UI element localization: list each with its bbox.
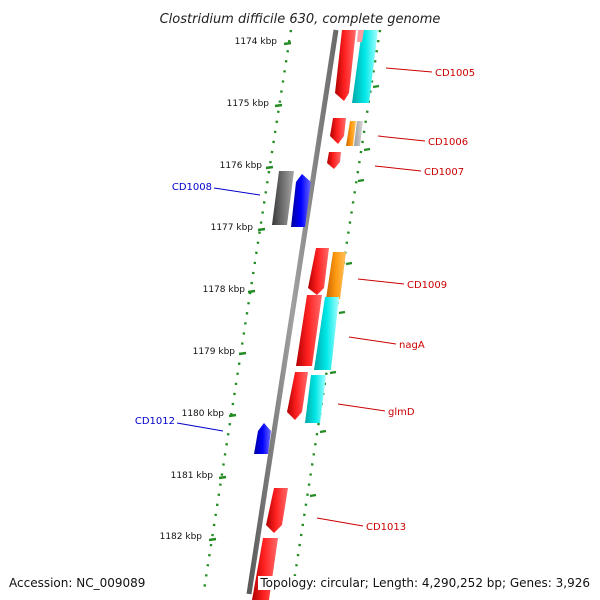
tick-label-1181: 1181 kbp bbox=[171, 471, 214, 481]
leader-cd1005 bbox=[385, 67, 433, 73]
genome-backbone bbox=[246, 29, 339, 595]
tick-mark-1181 bbox=[218, 475, 227, 480]
gene-labels: CD1005 CD1006 CD1007 CD1008 CD1009 nagA … bbox=[135, 68, 475, 533]
gene-cd1012-reverse-arrow[interactable] bbox=[254, 423, 271, 454]
label-cd1009[interactable]: CD1009 bbox=[407, 280, 447, 291]
leader-naga bbox=[348, 336, 397, 345]
gene-cd1006-forward-arrow[interactable] bbox=[330, 118, 346, 144]
tick-mark-1178 bbox=[247, 289, 256, 294]
outer-strand-features bbox=[305, 30, 378, 423]
gene-cd1009-forward-arrow[interactable] bbox=[308, 248, 329, 295]
gene-glmd-forward-arrow[interactable] bbox=[287, 372, 308, 420]
cd1005-pink-highlight bbox=[357, 30, 364, 42]
leader-cd1007 bbox=[374, 165, 422, 172]
tick-mark-1176 bbox=[265, 165, 274, 170]
gene-cd1008-reverse-arrow[interactable] bbox=[291, 174, 311, 227]
label-cd1013[interactable]: CD1013 bbox=[366, 522, 406, 533]
leader-cd1012 bbox=[176, 422, 224, 432]
tick-mark-1175 bbox=[274, 103, 283, 108]
label-cd1008[interactable]: CD1008 bbox=[172, 182, 212, 193]
reverse-strand-features bbox=[254, 171, 311, 454]
glmd-cyan-feature[interactable] bbox=[305, 375, 326, 423]
label-cd1006[interactable]: CD1006 bbox=[428, 137, 468, 148]
gene-cd1013-forward-arrow[interactable] bbox=[266, 488, 288, 533]
gene-cd1007-forward-arrow[interactable] bbox=[327, 152, 341, 169]
label-cd1007[interactable]: CD1007 bbox=[424, 167, 464, 178]
leader-glmd bbox=[337, 403, 386, 412]
tick-label-1182: 1182 kbp bbox=[160, 532, 203, 542]
label-glmd[interactable]: glmD bbox=[388, 407, 415, 418]
map-title: Clostridium difficile 630, complete geno… bbox=[160, 12, 441, 27]
tick-label-1175: 1175 kbp bbox=[227, 99, 270, 109]
gene-cd1005-forward-arrow[interactable] bbox=[335, 30, 356, 101]
right-track-ticks bbox=[309, 84, 380, 498]
tick-mark-1177 bbox=[257, 227, 266, 232]
leader-lines bbox=[176, 67, 433, 527]
tick-label-1179: 1179 kbp bbox=[193, 347, 236, 357]
leader-cd1008 bbox=[213, 187, 261, 196]
leader-cd1006 bbox=[377, 135, 426, 142]
gene-naga-forward-arrow[interactable] bbox=[296, 295, 322, 366]
tick-mark-1180 bbox=[228, 413, 237, 418]
tick-label-1180: 1180 kbp bbox=[182, 409, 225, 419]
forward-strand-features bbox=[252, 30, 356, 600]
cd1006-orange-feature[interactable] bbox=[346, 121, 356, 146]
tick-mark-1182 bbox=[208, 537, 217, 542]
topology-text: Topology: circular; Length: 4,290,252 bp… bbox=[258, 576, 592, 590]
label-naga[interactable]: nagA bbox=[399, 340, 425, 351]
kbp-ticks: 1174 kbp 1175 kbp 1176 kbp 1177 kbp 1178… bbox=[160, 37, 292, 542]
accession-text: Accession: NC_009089 bbox=[7, 576, 148, 590]
leader-cd1013 bbox=[316, 517, 364, 527]
tick-label-1174: 1174 kbp bbox=[235, 37, 278, 47]
tick-label-1176: 1176 kbp bbox=[220, 161, 263, 171]
naga-cyan-feature[interactable] bbox=[314, 297, 339, 370]
tick-mark-1174 bbox=[283, 41, 292, 46]
label-cd1005[interactable]: CD1005 bbox=[435, 68, 475, 79]
tick-label-1177: 1177 kbp bbox=[211, 223, 254, 233]
tick-label-1178: 1178 kbp bbox=[203, 285, 246, 295]
label-cd1012[interactable]: CD1012 bbox=[135, 416, 175, 427]
leader-cd1009 bbox=[357, 278, 405, 285]
cd1006-gray-feature[interactable] bbox=[354, 121, 363, 146]
cd1009-orange-feature[interactable] bbox=[326, 252, 346, 299]
tick-mark-1179 bbox=[238, 351, 247, 356]
gene-cd1008-gray-feature[interactable] bbox=[272, 171, 294, 225]
cd1005-cyan-feature[interactable] bbox=[352, 30, 378, 103]
